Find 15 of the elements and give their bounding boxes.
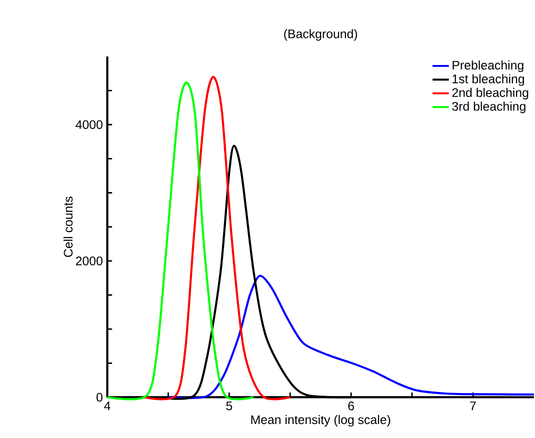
- line-series: [167, 274, 535, 399]
- y-axis-title: Cell counts: [63, 196, 73, 257]
- legend-label: 1st bleaching: [452, 74, 524, 86]
- chart-title: (Background): [284, 29, 358, 41]
- y-tick-label: 4000: [76, 120, 102, 129]
- x-axis-title: Mean intensity (log scale): [251, 414, 390, 426]
- x-tick-label: 7: [470, 402, 476, 410]
- legend-label: 2nd bleaching: [452, 88, 528, 100]
- x-tick-label: 4: [104, 402, 110, 410]
- y-tick-label: 0: [96, 392, 102, 402]
- y-tick-label: 2000: [76, 256, 102, 266]
- legend-label: 3rd bleaching: [452, 102, 526, 114]
- x-tick-label: 5: [226, 402, 232, 410]
- legend-label: Prebleaching: [452, 60, 524, 72]
- x-tick-label: 6: [348, 401, 354, 410]
